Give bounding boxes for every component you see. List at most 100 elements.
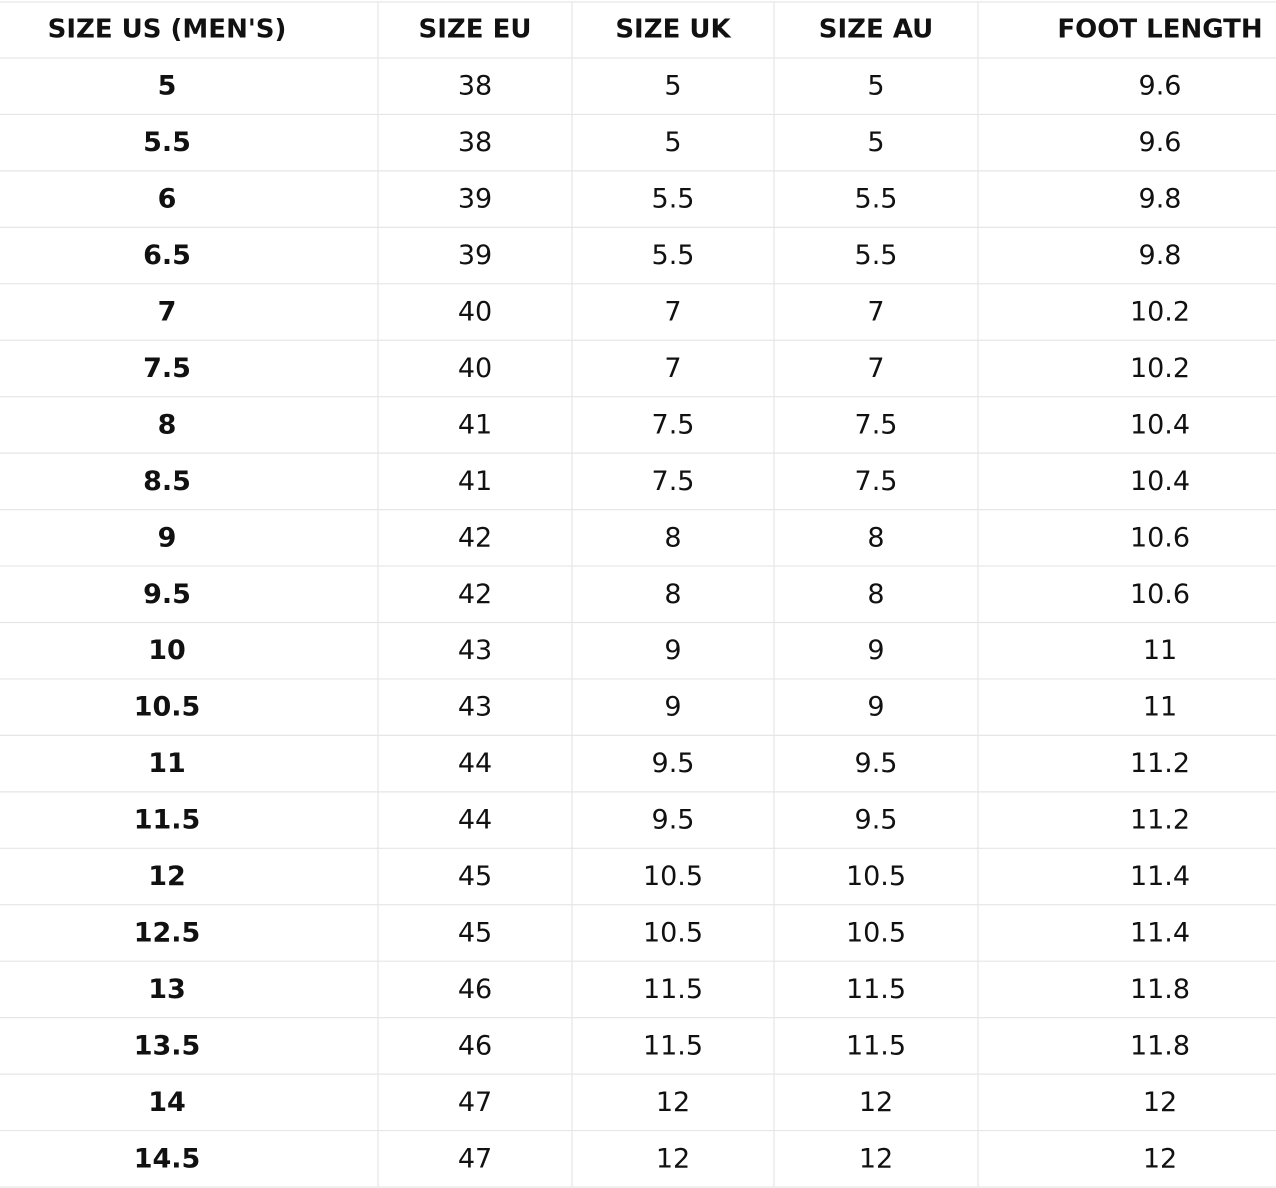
size-us-cell: 9.5 [143, 579, 191, 610]
table-cell: 10.6 [1130, 522, 1190, 553]
table-cell: 8 [867, 522, 884, 553]
table-cell: 8 [664, 522, 681, 553]
table-cell: 9 [867, 692, 884, 723]
table-cell: 10.2 [1130, 353, 1190, 384]
table-cell: 11 [1143, 635, 1177, 666]
table-cell: 45 [458, 861, 492, 892]
size-us-cell: 6.5 [143, 240, 191, 271]
table-cell: 12 [859, 1143, 893, 1174]
table-cell: 11.5 [846, 1030, 906, 1061]
table-cell: 42 [458, 522, 492, 553]
table-cell: 47 [458, 1087, 492, 1118]
size-us-cell: 12.5 [134, 917, 201, 948]
table-cell: 8 [664, 579, 681, 610]
table-cell: 46 [458, 974, 492, 1005]
table-cell: 10.6 [1130, 579, 1190, 610]
table-cell: 43 [458, 692, 492, 723]
table-cell: 9.8 [1139, 184, 1182, 215]
table-cell: 10.5 [643, 861, 703, 892]
table-cell: 40 [458, 297, 492, 328]
table-cell: 8 [867, 579, 884, 610]
table-cell: 9.5 [855, 748, 898, 779]
size-us-cell: 5 [158, 71, 177, 102]
table-cell: 41 [458, 466, 492, 497]
table-cell: 10.5 [846, 917, 906, 948]
size-us-cell: 8 [158, 409, 177, 440]
table-cell: 10.4 [1130, 409, 1190, 440]
table-cell: 5 [867, 71, 884, 102]
size-us-cell: 11.5 [134, 805, 201, 836]
size-us-cell: 5.5 [143, 127, 191, 158]
table-cell: 40 [458, 353, 492, 384]
size-us-cell: 10.5 [134, 692, 201, 723]
table-cell: 7.5 [652, 409, 695, 440]
table-cell: 5 [664, 127, 681, 158]
table-cell: 9.5 [652, 805, 695, 836]
table-cell: 7 [867, 297, 884, 328]
table-cell: 9 [664, 692, 681, 723]
size-us-cell: 10 [148, 635, 186, 666]
table-cell: 11.5 [643, 974, 703, 1005]
table-cell: 10.5 [643, 917, 703, 948]
table-cell: 5.5 [652, 184, 695, 215]
table-cell: 11.2 [1130, 748, 1190, 779]
table-cell: 10.2 [1130, 297, 1190, 328]
table-cell: 9.6 [1139, 71, 1182, 102]
size-us-cell: 8.5 [143, 466, 191, 497]
size-us-cell: 13 [148, 974, 186, 1005]
size-us-cell: 11 [148, 748, 186, 779]
table-cell: 10.4 [1130, 466, 1190, 497]
table-cell: 38 [458, 127, 492, 158]
table-cell: 43 [458, 635, 492, 666]
column-header: SIZE UK [615, 15, 731, 45]
table-cell: 9 [867, 635, 884, 666]
size-us-cell: 7 [158, 297, 177, 328]
table-cell: 7 [664, 353, 681, 384]
table-cell: 7 [664, 297, 681, 328]
table-cell: 5.5 [855, 240, 898, 271]
table-cell: 5.5 [652, 240, 695, 271]
table-cell: 12 [859, 1087, 893, 1118]
table-cell: 11 [1143, 692, 1177, 723]
table-cell: 39 [458, 184, 492, 215]
table-cell: 10.5 [846, 861, 906, 892]
table-cell: 12 [1143, 1087, 1177, 1118]
column-header: SIZE AU [819, 15, 934, 45]
table-cell: 7.5 [855, 409, 898, 440]
table-cell: 45 [458, 917, 492, 948]
table-cell: 11.2 [1130, 805, 1190, 836]
table-cell: 44 [458, 748, 492, 779]
table-cell: 12 [1143, 1143, 1177, 1174]
table-cell: 11.5 [846, 974, 906, 1005]
table-cell: 12 [656, 1087, 690, 1118]
table-cell: 47 [458, 1143, 492, 1174]
table-cell: 44 [458, 805, 492, 836]
size-us-cell: 6 [158, 184, 177, 215]
table-cell: 46 [458, 1030, 492, 1061]
column-header: SIZE US (MEN'S) [48, 15, 287, 45]
table-cell: 9.6 [1139, 127, 1182, 158]
table-cell: 11.8 [1130, 974, 1190, 1005]
table-cell: 11.5 [643, 1030, 703, 1061]
table-cell: 9 [664, 635, 681, 666]
table-cell: 5 [867, 127, 884, 158]
table-cell: 11.4 [1130, 917, 1190, 948]
size-us-cell: 13.5 [134, 1030, 201, 1061]
table-cell: 11.4 [1130, 861, 1190, 892]
table-cell: 39 [458, 240, 492, 271]
table-cell: 5 [664, 71, 681, 102]
size-us-cell: 14 [148, 1087, 186, 1118]
table-cell: 9.5 [652, 748, 695, 779]
column-header: SIZE EU [419, 15, 532, 45]
table-cell: 41 [458, 409, 492, 440]
table-cell: 38 [458, 71, 492, 102]
column-header: FOOT LENGTH [1057, 15, 1262, 45]
size-us-cell: 9 [158, 522, 177, 553]
table-cell: 9.5 [855, 805, 898, 836]
table-cell: 9.8 [1139, 240, 1182, 271]
size-us-cell: 14.5 [134, 1143, 201, 1174]
table-cell: 7.5 [652, 466, 695, 497]
table-cell: 7 [867, 353, 884, 384]
table-cell: 12 [656, 1143, 690, 1174]
